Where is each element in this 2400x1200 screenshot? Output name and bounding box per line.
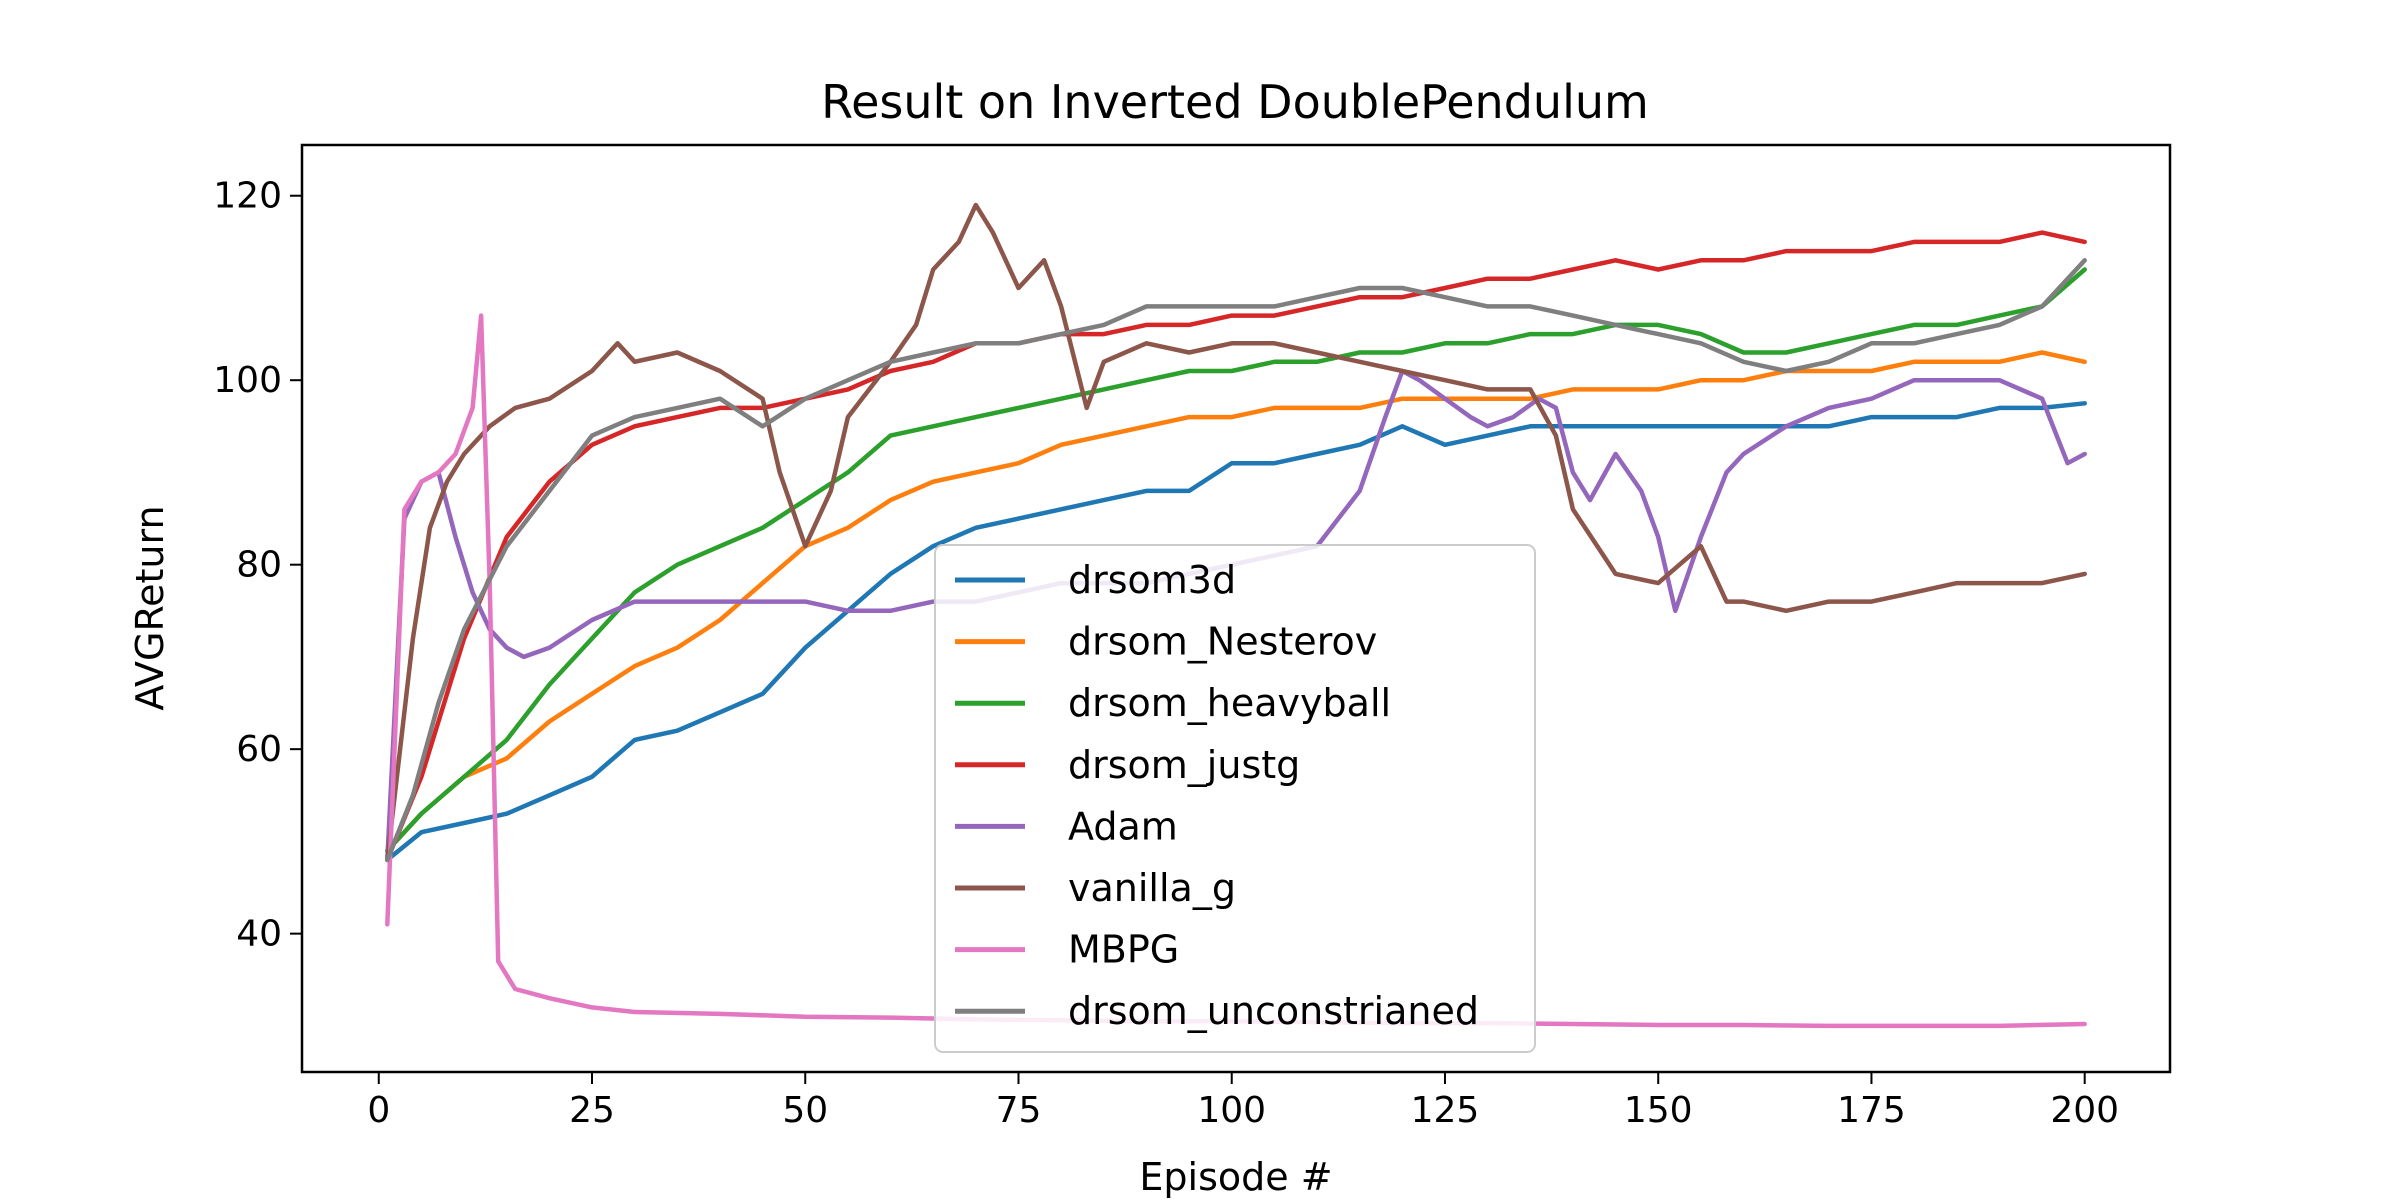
x-tick-label: 125 (1411, 1090, 1480, 1131)
series-line-drsom-justg (385, 230, 2087, 863)
x-tick-label: 0 (367, 1090, 390, 1131)
plot-frame (300, 143, 2172, 1074)
series-line-mbpg (385, 313, 2087, 1029)
plot-area (385, 202, 2087, 1029)
y-axis-title: AVGReturn (128, 505, 172, 710)
legend-box (934, 544, 1536, 1053)
y-tick-label: 100 (213, 360, 282, 401)
legend-label: MBPG (1068, 928, 1179, 972)
x-tick-label: 175 (1837, 1090, 1906, 1131)
x-axis-title: Episode # (1139, 1155, 1332, 1199)
legend-label: drsom_heavyball (1068, 681, 1391, 725)
x-tick-label: 200 (2050, 1090, 2119, 1131)
legend-label: drsom3d (1068, 558, 1236, 602)
legend-label: drsom_Nesterov (1068, 620, 1377, 664)
series-line-drsom-unconstrianed (385, 258, 2087, 863)
series-line-drsom-nesterov (385, 350, 2087, 853)
series-line-vanilla-g (385, 202, 2087, 863)
y-tick-label: 120 (213, 176, 282, 217)
y-axis: 40 60 80 100 120 (213, 176, 302, 955)
x-tick-label: 100 (1197, 1090, 1266, 1131)
legend-label: drsom_unconstrianed (1068, 989, 1479, 1033)
legend-label: vanilla_g (1068, 866, 1236, 910)
chart-title: Result on Inverted DoublePendulum (821, 75, 1649, 129)
y-tick-label: 40 (236, 914, 282, 955)
legend-label: drsom_justg (1068, 743, 1300, 787)
y-tick-label: 60 (236, 729, 282, 770)
x-tick-label: 50 (782, 1090, 828, 1131)
legend-label: Adam (1068, 804, 1178, 848)
legend: drsom3d drsom_Nesterov drsom_heavyballdrso… (934, 544, 1536, 1053)
series-line-drsom3d (385, 401, 2087, 863)
x-tick-label: 150 (1624, 1090, 1693, 1131)
x-tick-label: 25 (569, 1090, 615, 1131)
series-line-drsom-heavyball (385, 267, 2087, 853)
x-axis: 0 25 50 75 100 125 150 175 200 (367, 1072, 2119, 1131)
x-tick-label: 75 (996, 1090, 1042, 1131)
series-line-adam (385, 368, 2087, 863)
y-tick-label: 80 (236, 545, 282, 586)
